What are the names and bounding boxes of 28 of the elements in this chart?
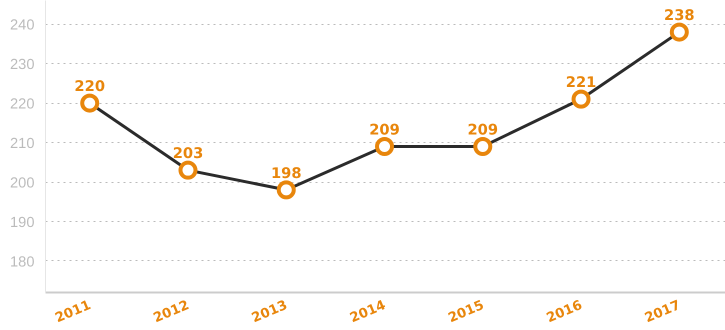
point [178,160,198,180]
x-tick-label: 2017 [642,298,683,326]
point [572,90,591,109]
y-tick-label: 180 [10,254,35,270]
data-label: 209 [467,122,498,138]
y-tick-label: 220 [10,96,35,113]
data-label: 220 [74,78,106,96]
point [375,137,394,156]
point [473,137,492,156]
data-label: 198 [270,164,302,182]
point [276,180,296,200]
x-tick-label: 2014 [348,298,388,326]
data-label: 203 [172,145,204,162]
y-tick-label: 230 [10,57,35,74]
y-tick-label: 200 [10,176,35,192]
x-tick-label: 2012 [151,298,192,326]
data-label: 221 [566,74,596,92]
x-tick-label: 2011 [53,298,94,326]
point [80,94,100,113]
point [670,22,689,42]
y-tick-label: 240 [10,18,35,34]
y-tick-label: 190 [10,214,35,231]
data-label: 209 [369,122,400,138]
x-tick-label: 2016 [544,298,585,326]
x-tick-label: 2015 [446,298,486,326]
data-label: 238 [664,7,695,24]
y-tick-label: 210 [10,136,35,152]
x-tick-label: 2013 [250,298,290,326]
